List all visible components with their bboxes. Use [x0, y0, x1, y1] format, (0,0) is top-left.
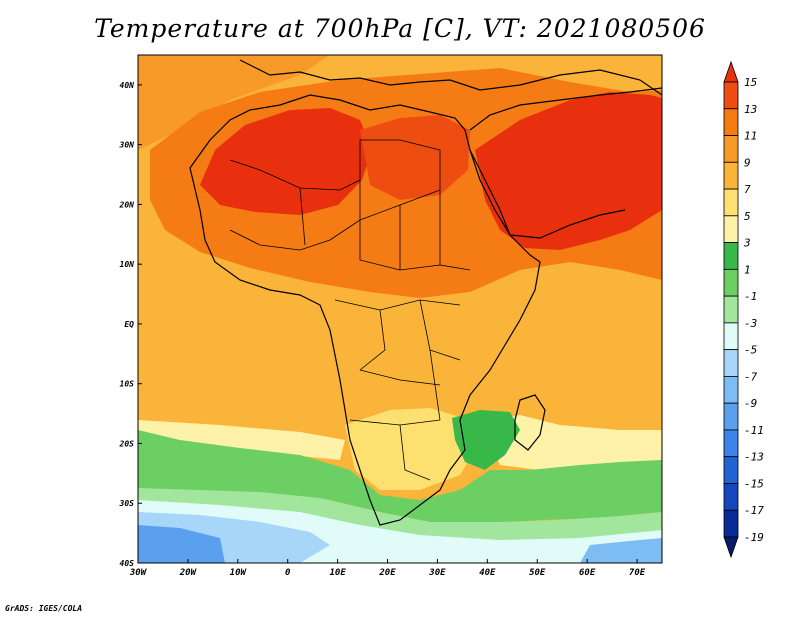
field-south-pale	[138, 420, 345, 460]
colorbar-label: -11	[744, 424, 764, 437]
lon-tick-label: 10E	[329, 568, 346, 578]
colorbar-label: -1	[744, 290, 757, 303]
lat-tick-label: 30N	[119, 141, 135, 150]
colorbar-bin	[723, 188, 739, 217]
lat-tick-label: 40N	[120, 81, 135, 90]
colorbar-label: -7	[744, 370, 758, 383]
colorbar-label: 5	[744, 210, 751, 223]
colorbar-label: 3	[743, 237, 751, 250]
lat-tick-label: 10S	[120, 380, 135, 389]
colorbar-bin	[723, 295, 739, 324]
field-green-mozambique	[452, 410, 520, 470]
temperature-map: 40N 30N 20N 10N EQ 10S 20S 30S 40S 30W 20W 10W 0 10E…	[119, 54, 764, 578]
map-frame	[137, 54, 663, 564]
europe-coastline	[239, 59, 663, 96]
coastlines	[189, 59, 663, 526]
latitude-axis: 40N 30N 20N 10N EQ 10S 20S 30S 40S	[119, 81, 142, 568]
map-title: Temperature at 700hPa [C], VT: 202108050…	[94, 14, 706, 43]
field-coldest-ocean	[138, 525, 225, 563]
madagascar-coastline	[514, 394, 546, 451]
colorbar-bin	[723, 268, 739, 297]
colorbar-label: 15	[744, 76, 757, 89]
lon-tick-label: 50E	[529, 568, 546, 578]
border-lines	[229, 139, 471, 481]
colorbar-bin	[723, 322, 739, 351]
colorbar-label: 9	[744, 156, 751, 169]
field-arabia-core	[475, 92, 662, 250]
colorbar-bin	[723, 376, 739, 404]
lat-tick-label: EQ	[124, 320, 134, 329]
field-equator-band	[138, 275, 662, 450]
colorbar-label: -9	[744, 397, 757, 410]
colorbar-bin	[723, 429, 739, 458]
colorbar-bin	[723, 108, 739, 136]
lon-tick-label: 40E	[479, 568, 496, 578]
colorbar-bin	[723, 349, 739, 377]
colorbar-label: -5	[744, 344, 757, 357]
colorbar-label: -13	[744, 451, 764, 464]
lat-tick-label: 20S	[119, 439, 135, 448]
colorbar-bin	[723, 135, 739, 163]
colorbar-label: 1	[744, 263, 751, 276]
colorbar-label: -3	[744, 317, 757, 330]
colorbar-bin	[723, 456, 739, 484]
colorbar-bin	[723, 402, 739, 431]
lon-tick-label: 20E	[378, 568, 396, 578]
colorbar-label: -15	[744, 477, 764, 490]
lon-tick-label: 30W	[129, 568, 148, 578]
field-south-east-pale	[480, 415, 662, 470]
colorbar-label: -19	[744, 531, 764, 544]
longitude-axis: 30W 20W 10W 0 10E 20E 30E 40E 50E 60E 70E	[129, 559, 646, 578]
lon-tick-label: 0	[285, 568, 291, 578]
colorbar-bin	[723, 60, 739, 83]
colorbar: 15 13 11 9 7 5 3 1 -1 -3 -5 -7 -9 -11 -13 -15 -17 -19	[723, 60, 764, 559]
colorbar-bin	[723, 509, 739, 538]
colorbar-bin	[723, 242, 739, 270]
lon-tick-label: 20W	[179, 568, 198, 578]
colorbar-label: 13	[744, 103, 757, 116]
lat-tick-label: 40S	[120, 559, 135, 568]
field-green-belt	[138, 430, 662, 524]
colorbar-bin	[723, 483, 739, 511]
colorbar-bin	[723, 161, 739, 190]
arabia-coastline	[469, 87, 663, 239]
colorbar-label: 7	[744, 183, 751, 196]
colorbar-bin	[723, 536, 739, 559]
lon-tick-label: 60E	[579, 568, 596, 578]
field-sahara-east	[360, 115, 470, 200]
field-coldest-ocean-2	[580, 538, 662, 563]
field-sahara-core	[200, 108, 372, 215]
colorbar-bin	[723, 81, 739, 110]
lat-tick-label: 30S	[119, 499, 135, 508]
colorbar-label: -17	[744, 504, 764, 517]
country-borders	[229, 139, 471, 481]
grads-credit: GrADS: IGES/COLA	[5, 604, 83, 613]
colorbar-bin	[723, 215, 739, 243]
lon-tick-label: 70E	[629, 568, 646, 578]
lon-tick-label: 30E	[428, 568, 446, 578]
lat-tick-label: 20N	[119, 200, 135, 209]
field-south-interior	[345, 408, 475, 490]
colorbar-label: 11	[744, 130, 757, 143]
lon-tick-label: 10W	[230, 568, 248, 578]
africa-coastline	[189, 94, 541, 526]
lat-tick-label: 10N	[120, 260, 135, 269]
